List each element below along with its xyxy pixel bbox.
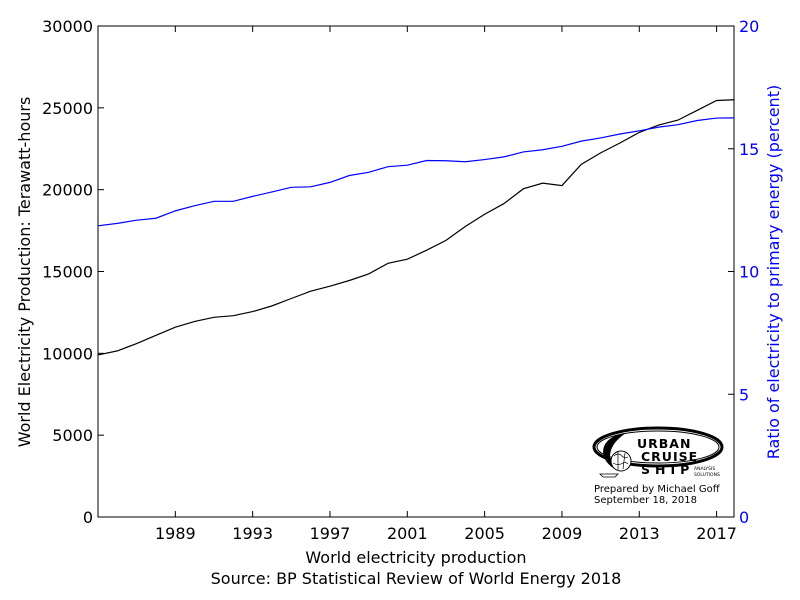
y-left-tick-label: 0 [83,508,93,527]
x-axis-label: World electricity production [305,548,526,567]
y-axis-left-label: World Electricity Production: Terawatt-h… [15,97,34,448]
y-right-tick-label: 20 [739,17,759,36]
y-left-tick-label: 30000 [42,17,93,36]
x-tick-label: 2001 [387,524,428,543]
urban-cruise-ship-logo: URBAN CRUISE SHIP ANALYSIS SOLUTIONS Pre… [592,426,724,506]
x-tick-label: 2005 [464,524,505,543]
x-tick-label: 2009 [542,524,583,543]
series-line-production [97,99,735,356]
y-right-tick-label: 0 [739,508,749,527]
logo-credit-author: Prepared by Michael Goff [594,484,721,495]
y-right-tick-label: 5 [739,385,749,404]
logo-line-cruise: CRUISE [641,449,698,464]
y-left-tick-label: 20000 [42,181,93,200]
y-left-tick-label: 15000 [42,263,93,282]
series-line-ratio [97,117,735,227]
x-tick-label: 2013 [619,524,660,543]
chart-source-caption: Source: BP Statistical Review of World E… [211,569,622,588]
logo-line-urban: URBAN [637,436,691,451]
logo-line-ship: SHIP [641,462,694,477]
logo-credit-date: September 18, 2018 [594,495,697,506]
y-left-tick-label: 25000 [42,99,93,118]
logo-swoosh-icon [603,433,626,469]
logo-ship-icon [599,473,619,478]
x-tick-label: 1993 [232,524,273,543]
logo-ellipse-inner [596,430,720,464]
y-left-tick-label: 10000 [42,344,93,363]
x-tick-label: 1997 [310,524,351,543]
y-right-tick-label: 10 [739,263,759,282]
logo-tagline-analysis: ANALYSIS [694,466,715,472]
plot-area [97,25,735,518]
y-axis-right-label: Ratio of electricity to primary energy (… [764,85,783,459]
ticks-layer: 1989 1993 1997 2001 2005 2009 2013 201705000100… [42,17,759,543]
x-tick-label: 2017 [696,524,737,543]
logo-globe-icon [610,450,632,472]
logo-globe-lines-icon [612,452,629,470]
series-layer [97,99,735,356]
logo-tagline-solutions: SOLUTIONS [694,472,720,478]
y-right-tick-label: 15 [739,140,759,159]
logo-ellipse [592,426,724,468]
y-left-tick-label: 5000 [52,426,93,445]
x-tick-label: 1989 [155,524,196,543]
